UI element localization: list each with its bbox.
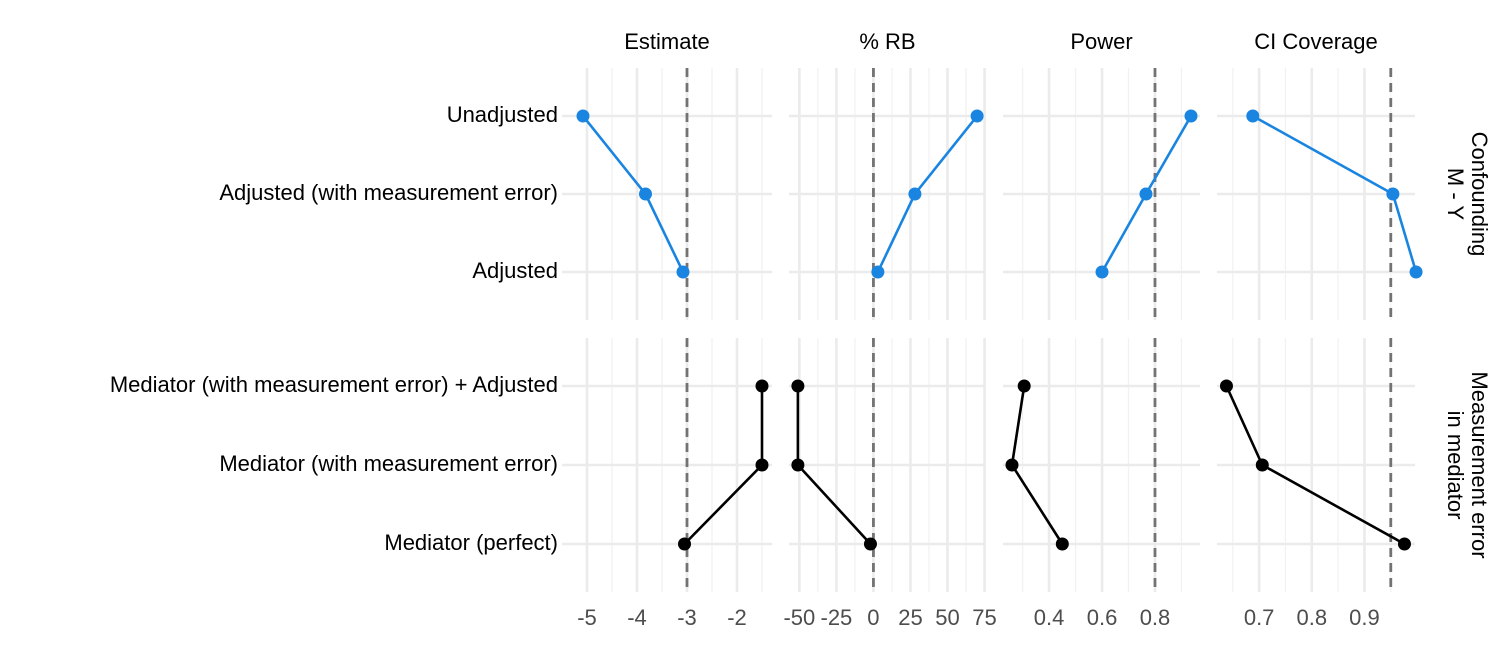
point <box>1386 187 1400 201</box>
point <box>1139 187 1153 201</box>
point <box>1184 109 1198 123</box>
x-tick-label: 50 <box>935 605 959 630</box>
point <box>639 187 652 201</box>
point <box>908 187 922 201</box>
column-title: % RB <box>859 29 915 54</box>
row-strip-label: Measurement error <box>1467 371 1492 558</box>
y-tick-label: Mediator (perfect) <box>384 530 558 555</box>
point <box>1005 458 1019 472</box>
point <box>755 458 769 472</box>
x-tick-label: 0.6 <box>1087 605 1118 630</box>
point <box>1055 537 1069 551</box>
x-tick-label: 0.4 <box>1034 605 1065 630</box>
column-title: Power <box>1070 29 1132 54</box>
point <box>676 265 690 279</box>
y-tick-label: Unadjusted <box>447 102 558 127</box>
x-tick-label: 0.7 <box>1244 605 1275 630</box>
point <box>755 379 769 393</box>
column-title: CI Coverage <box>1254 29 1378 54</box>
point <box>970 109 984 123</box>
x-tick-label: 0.9 <box>1349 605 1380 630</box>
point <box>791 379 805 393</box>
point <box>791 458 805 472</box>
point <box>1219 379 1233 393</box>
point <box>1409 265 1423 279</box>
x-tick-label: -5 <box>577 605 597 630</box>
point <box>863 537 877 551</box>
point <box>1017 379 1031 393</box>
y-tick-label: Adjusted (with measurement error) <box>219 180 558 205</box>
x-tick-label: 0.8 <box>1140 605 1171 630</box>
point <box>1095 265 1109 279</box>
x-tick-label: 0 <box>867 605 879 630</box>
point <box>678 537 691 551</box>
x-tick-label: 75 <box>972 605 996 630</box>
point <box>576 109 590 123</box>
column-title: Estimate <box>624 29 710 54</box>
x-tick-label: 0.8 <box>1296 605 1327 630</box>
point <box>871 265 885 279</box>
row-strip-label: in mediator <box>1443 411 1468 520</box>
point <box>1397 537 1411 551</box>
x-tick-label: -2 <box>727 605 747 630</box>
x-tick-label: -4 <box>627 605 647 630</box>
y-tick-label: Adjusted <box>472 258 558 283</box>
x-tick-label: -25 <box>821 605 853 630</box>
y-tick-label: Mediator (with measurement error) + Adju… <box>110 372 558 397</box>
x-tick-label: 25 <box>898 605 922 630</box>
point <box>1255 458 1269 472</box>
row-strip-label: Confounding <box>1467 132 1492 257</box>
x-tick-label: -50 <box>783 605 815 630</box>
row-strip-label: M - Y <box>1443 168 1468 220</box>
x-tick-label: -3 <box>677 605 697 630</box>
point <box>1246 109 1260 123</box>
y-tick-label: Mediator (with measurement error) <box>219 451 558 476</box>
